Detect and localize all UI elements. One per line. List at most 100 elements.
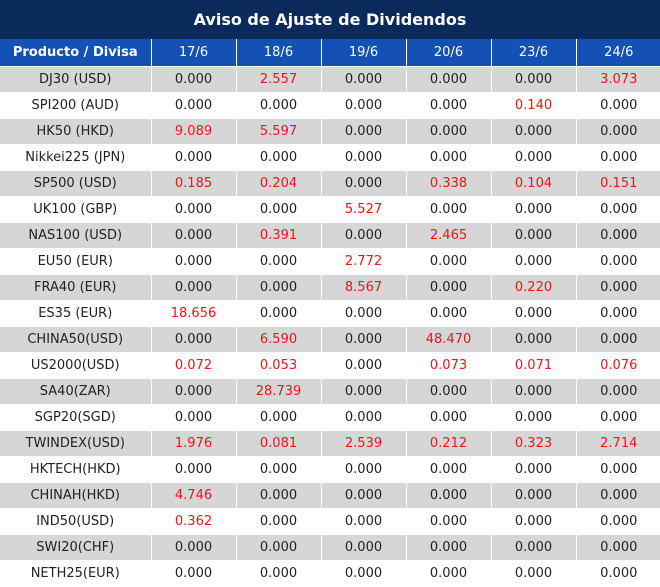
table-row: IND50(USD) 0.362 0.000 0.000 0.000 0.000 0.000: [0, 508, 660, 535]
product-cell: ES35 (EUR): [0, 300, 152, 327]
dividend-value-cell: 0.338: [406, 170, 492, 197]
dividend-value-cell: 0.000: [236, 534, 322, 561]
dividend-value-cell: 0.000: [491, 326, 577, 353]
product-cell: EU50 (EUR): [0, 248, 152, 275]
dividend-value-cell: 0.000: [406, 274, 492, 301]
dividend-value-cell: 2.714: [576, 430, 660, 457]
product-cell: NAS100 (USD): [0, 222, 152, 249]
dividend-value-cell: 4.746: [151, 482, 237, 509]
dividend-value-cell: 8.567: [321, 274, 407, 301]
table-row: SPI200 (AUD) 0.000 0.000 0.000 0.000 0.140 0.0…: [0, 92, 660, 119]
dividend-value-cell: 0.000: [236, 248, 322, 275]
dividend-value-cell: 0.000: [151, 378, 237, 405]
dividend-value-cell: 0.000: [321, 534, 407, 561]
dividend-value-cell: 0.000: [406, 92, 492, 119]
dividend-value-cell: 0.000: [406, 534, 492, 561]
table-row: CHINAH(HKD) 4.746 0.000 0.000 0.000 0.000 0.00…: [0, 482, 660, 509]
dividend-value-cell: 5.597: [236, 118, 322, 145]
product-cell: SA40(ZAR): [0, 378, 152, 405]
table-row: ES35 (EUR) 18.656 0.000 0.000 0.000 0.000 0.00…: [0, 300, 660, 327]
dividend-value-cell: 0.000: [406, 378, 492, 405]
dividend-value-cell: 0.000: [576, 534, 660, 561]
dividend-value-cell: 0.000: [406, 248, 492, 275]
dividend-value-cell: 0.000: [151, 222, 237, 249]
dividend-value-cell: 2.539: [321, 430, 407, 457]
dividend-value-cell: 0.000: [151, 248, 237, 275]
dividend-value-cell: 0.000: [321, 92, 407, 119]
dividend-value-cell: 0.000: [576, 456, 660, 483]
dividend-value-cell: 0.204: [236, 170, 322, 197]
dividend-value-cell: 0.000: [321, 170, 407, 197]
dividend-value-cell: 0.000: [491, 144, 577, 171]
product-cell: HKTECH(HKD): [0, 456, 152, 483]
dividend-value-cell: 0.000: [151, 92, 237, 119]
dividend-value-cell: 0.000: [236, 508, 322, 535]
dividend-value-cell: 0.000: [491, 300, 577, 327]
column-header-date: 24/6: [576, 39, 660, 67]
dividend-value-cell: 0.073: [406, 352, 492, 379]
dividend-value-cell: 0.000: [151, 66, 237, 93]
dividend-table: Producto / Divisa 17/6 18/6 19/6 20/6 23…: [0, 39, 660, 586]
table-row: DJ30 (USD) 0.000 2.557 0.000 0.000 0.000 3.073: [0, 66, 660, 93]
dividend-value-cell: 0.000: [321, 482, 407, 509]
dividend-value-cell: 3.073: [576, 66, 660, 93]
dividend-value-cell: 0.000: [576, 508, 660, 535]
table-row: SP500 (USD) 0.185 0.204 0.000 0.338 0.104 0.15…: [0, 170, 660, 197]
dividend-value-cell: 0.000: [491, 248, 577, 275]
dividend-value-cell: 5.527: [321, 196, 407, 223]
dividend-value-cell: 0.000: [321, 300, 407, 327]
dividend-value-cell: 0.000: [576, 222, 660, 249]
dividend-value-cell: 0.000: [321, 144, 407, 171]
product-cell: NETH25(EUR): [0, 560, 152, 586]
dividend-value-cell: 0.000: [576, 274, 660, 301]
dividend-value-cell: 0.000: [321, 326, 407, 353]
dividend-value-cell: 0.000: [406, 144, 492, 171]
dividend-value-cell: 0.000: [236, 274, 322, 301]
dividend-value-cell: 0.000: [491, 222, 577, 249]
dividend-value-cell: 0.000: [321, 508, 407, 535]
column-header-date: 20/6: [406, 39, 492, 67]
product-cell: HK50 (HKD): [0, 118, 152, 145]
product-cell: SPI200 (AUD): [0, 92, 152, 119]
dividend-value-cell: 0.000: [151, 196, 237, 223]
dividend-value-cell: 48.470: [406, 326, 492, 353]
dividend-value-cell: 28.739: [236, 378, 322, 405]
product-cell: SWI20(CHF): [0, 534, 152, 561]
column-header-date: 23/6: [491, 39, 577, 67]
dividend-value-cell: 0.104: [491, 170, 577, 197]
dividend-value-cell: 0.000: [236, 300, 322, 327]
product-cell: FRA40 (EUR): [0, 274, 152, 301]
dividend-value-cell: 1.976: [151, 430, 237, 457]
product-cell: US2000(USD): [0, 352, 152, 379]
dividend-value-cell: 0.000: [491, 508, 577, 535]
dividend-value-cell: 0.000: [576, 326, 660, 353]
dividend-value-cell: 2.465: [406, 222, 492, 249]
dividend-value-cell: 0.000: [491, 118, 577, 145]
dividend-value-cell: 0.000: [236, 560, 322, 586]
table-row: UK100 (GBP) 0.000 0.000 5.527 0.000 0.000 0.00…: [0, 196, 660, 223]
dividend-value-cell: 0.000: [576, 482, 660, 509]
dividend-value-cell: 0.362: [151, 508, 237, 535]
dividend-value-cell: 0.000: [406, 560, 492, 586]
dividend-value-cell: 0.000: [151, 534, 237, 561]
dividend-value-cell: 0.000: [491, 482, 577, 509]
dividend-value-cell: 0.000: [491, 560, 577, 586]
dividend-value-cell: 0.000: [151, 560, 237, 586]
dividend-value-cell: 0.140: [491, 92, 577, 119]
dividend-value-cell: 0.000: [151, 404, 237, 431]
dividend-value-cell: 0.000: [321, 560, 407, 586]
dividend-value-cell: 0.053: [236, 352, 322, 379]
column-header-date: 18/6: [236, 39, 322, 67]
dividend-value-cell: 0.000: [406, 300, 492, 327]
product-cell: CHINAH(HKD): [0, 482, 152, 509]
dividend-value-cell: 0.000: [321, 66, 407, 93]
table-row: Nikkei225 (JPN) 0.000 0.000 0.000 0.000 0.000…: [0, 144, 660, 171]
table-row: HK50 (HKD) 9.089 5.597 0.000 0.000 0.000 0.000: [0, 118, 660, 145]
dividend-value-cell: 0.000: [576, 196, 660, 223]
dividend-value-cell: 0.000: [236, 196, 322, 223]
dividend-value-cell: 9.089: [151, 118, 237, 145]
dividend-value-cell: 0.000: [236, 92, 322, 119]
table-row: SA40(ZAR) 0.000 28.739 0.000 0.000 0.000 0.000: [0, 378, 660, 405]
dividend-value-cell: 0.000: [236, 144, 322, 171]
table-row: FRA40 (EUR) 0.000 0.000 8.567 0.000 0.220 0.00…: [0, 274, 660, 301]
